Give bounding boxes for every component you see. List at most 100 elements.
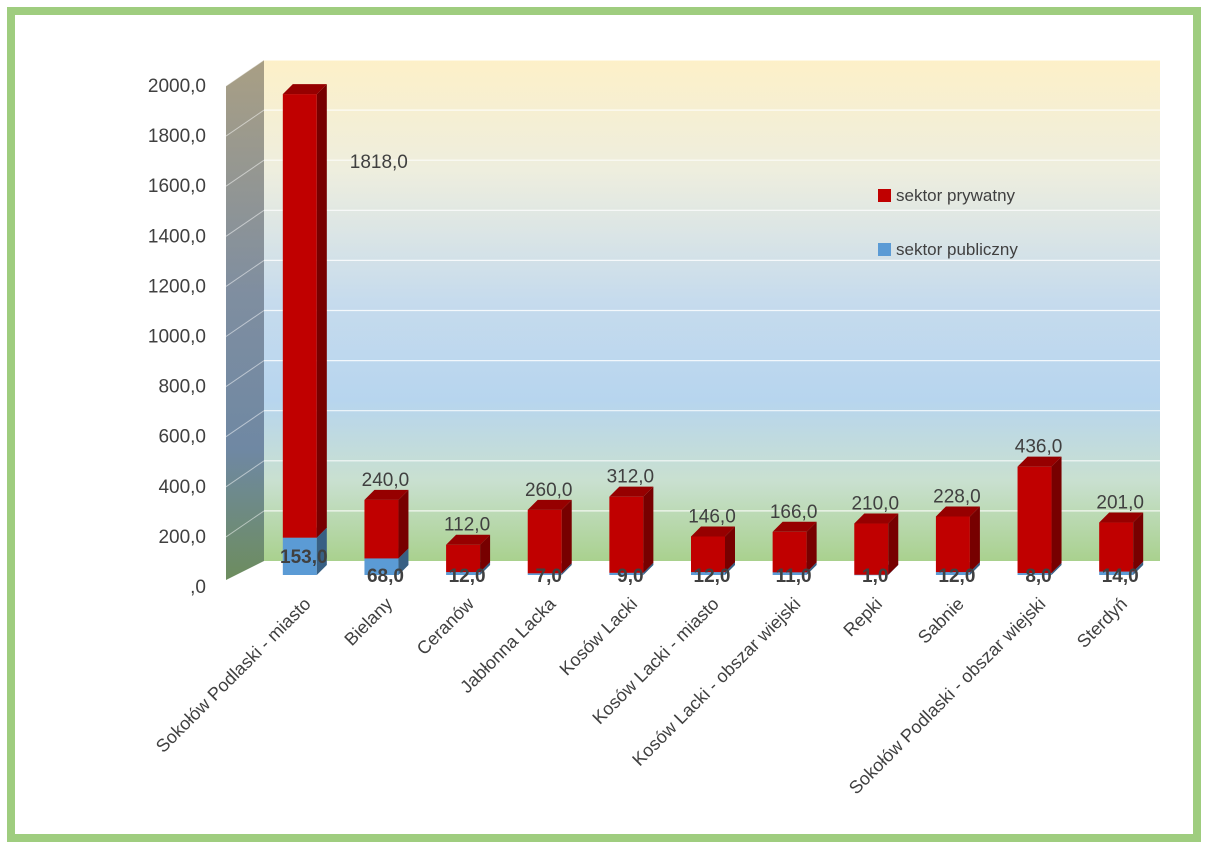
bar-sektor-prywatny-side bbox=[561, 499, 572, 574]
data-label-sektor-prywatny: 201,0 bbox=[1096, 493, 1144, 514]
bar-sektor-prywatny bbox=[527, 499, 572, 574]
data-label-sektor-prywatny: 146,0 bbox=[688, 506, 736, 527]
bar-sektor-publiczny-front bbox=[854, 574, 889, 576]
gridline-side bbox=[225, 510, 265, 538]
bar-sektor-publiczny-front bbox=[772, 572, 807, 575]
gridline-side bbox=[225, 209, 265, 237]
data-label-sektor-prywatny: 436,0 bbox=[1015, 437, 1063, 458]
legend-swatch bbox=[878, 189, 891, 202]
bar-sektor-prywatny bbox=[364, 489, 409, 559]
bar-sektor-prywatny-top bbox=[772, 521, 817, 532]
bar-sektor-prywatny bbox=[772, 521, 817, 573]
y-tick-label: 200,0 bbox=[158, 527, 206, 548]
bar-sektor-prywatny-side bbox=[398, 489, 409, 559]
y-tick-label: 600,0 bbox=[158, 427, 206, 448]
data-label-sektor-prywatny: 1818,0 bbox=[350, 152, 408, 173]
bar-sektor-prywatny-top bbox=[1017, 456, 1062, 467]
data-label-sektor-prywatny: 260,0 bbox=[525, 480, 573, 501]
bar-sektor-prywatny bbox=[609, 486, 654, 573]
data-label-sektor-prywatny: 240,0 bbox=[362, 470, 410, 491]
data-label-sektor-publiczny: 1,0 bbox=[862, 566, 888, 587]
gridline-side bbox=[225, 109, 265, 137]
data-label-sektor-publiczny: 8,0 bbox=[1025, 566, 1051, 587]
bar-sektor-prywatny-side bbox=[1133, 512, 1144, 572]
bar-sektor-prywatny-front bbox=[282, 94, 317, 538]
bar-sektor-prywatny-front bbox=[364, 499, 399, 559]
bar-sektor-prywatny-front bbox=[1017, 466, 1052, 574]
bar-sektor-publiczny-side bbox=[643, 562, 654, 575]
legend-label: sektor publiczny bbox=[896, 240, 1018, 259]
gridline-side bbox=[225, 259, 265, 287]
bar-sektor-prywatny-side bbox=[316, 84, 327, 538]
bar-sektor-prywatny-side bbox=[888, 513, 899, 575]
y-tick-label: 1600,0 bbox=[148, 176, 206, 197]
bar-sektor-publiczny-front bbox=[609, 572, 644, 575]
bar-sektor-prywatny-top bbox=[609, 486, 654, 497]
x-category-label: Kosów Lacki - obszar wiejski bbox=[628, 594, 804, 770]
bar-sektor-prywatny bbox=[1017, 456, 1062, 574]
data-label-sektor-publiczny: 14,0 bbox=[1102, 566, 1139, 587]
data-label-sektor-publiczny: 7,0 bbox=[536, 566, 562, 587]
bar-sektor-prywatny-top bbox=[854, 513, 899, 524]
data-label-sektor-publiczny: 11,0 bbox=[776, 566, 812, 587]
bar-sektor-publiczny-front bbox=[935, 572, 970, 575]
bar-sektor-prywatny-top bbox=[446, 534, 491, 545]
bar-sektor-prywatny-side bbox=[480, 534, 491, 573]
bar-sektor-prywatny-front bbox=[1099, 522, 1134, 572]
bar-sektor-prywatny-top bbox=[364, 489, 409, 500]
bar-sektor-prywatny bbox=[935, 506, 980, 573]
y-tick-label: 1400,0 bbox=[148, 226, 206, 247]
bar-sektor-prywatny-top bbox=[691, 526, 735, 537]
gridline-side bbox=[225, 460, 265, 488]
gridline-side bbox=[225, 159, 265, 187]
gridline-side bbox=[225, 59, 265, 87]
bar-sektor-publiczny-front bbox=[527, 573, 562, 575]
x-category-label: Bielany bbox=[340, 594, 396, 650]
data-label-sektor-prywatny: 312,0 bbox=[607, 467, 655, 488]
bar-sektor-prywatny bbox=[1099, 512, 1144, 572]
bar-sektor-prywatny-side bbox=[725, 526, 735, 573]
legend-swatch bbox=[878, 243, 891, 256]
legend-label: sektor prywatny bbox=[896, 186, 1016, 205]
bar-sektor-prywatny-front bbox=[609, 496, 644, 573]
bar-sektor-publiczny-side bbox=[725, 562, 735, 575]
bar-sektor-prywatny-front bbox=[446, 544, 481, 573]
bar-sektor-publiczny-side bbox=[398, 548, 409, 575]
y-tick-label: 1000,0 bbox=[148, 327, 206, 348]
data-label-sektor-publiczny: 12,0 bbox=[449, 566, 486, 587]
bar-sektor-publiczny-front bbox=[282, 537, 317, 575]
y-tick-label: 1200,0 bbox=[148, 276, 206, 297]
bar-sektor-prywatny bbox=[854, 513, 899, 575]
data-label-sektor-publiczny: 9,0 bbox=[617, 566, 643, 587]
x-category-label: Ceranów bbox=[413, 593, 479, 659]
bar-sektor-publiczny-front bbox=[1017, 573, 1052, 575]
bar-sektor-prywatny-side bbox=[969, 506, 980, 573]
bar-sektor-prywatny-side bbox=[1051, 456, 1062, 574]
gridline-side bbox=[225, 310, 265, 337]
bar-sektor-prywatny bbox=[691, 526, 735, 573]
data-label-sektor-prywatny: 210,0 bbox=[851, 494, 899, 515]
bar-sektor-publiczny-front bbox=[691, 572, 725, 575]
y-tick-label: 800,0 bbox=[158, 377, 206, 398]
bar-sektor-publiczny-front bbox=[446, 572, 481, 575]
bar-sektor-publiczny-side bbox=[969, 562, 980, 575]
data-label-sektor-prywatny: 166,0 bbox=[770, 502, 818, 523]
bar-sektor-prywatny-top bbox=[527, 499, 572, 510]
bar-sektor-publiczny-front bbox=[364, 558, 399, 575]
bar-sektor-publiczny-side bbox=[888, 564, 899, 575]
data-label-sektor-prywatny: 112,0 bbox=[444, 515, 490, 536]
y-tick-label: 2000,0 bbox=[148, 76, 206, 97]
bar-sektor-publiczny-side bbox=[480, 562, 491, 575]
data-label-sektor-publiczny: 153,0 bbox=[280, 547, 328, 568]
bar-sektor-prywatny-front bbox=[854, 523, 889, 575]
bar-sektor-prywatny bbox=[282, 84, 327, 538]
bar-sektor-publiczny-side bbox=[316, 527, 327, 575]
x-category-label: Sokołów Podlaski - miasto bbox=[152, 594, 315, 757]
bar-sektor-prywatny-front bbox=[935, 516, 970, 573]
bar-sektor-publiczny-side bbox=[1133, 561, 1144, 575]
data-label-sektor-publiczny: 12,0 bbox=[938, 566, 975, 587]
data-label-sektor-publiczny: 68,0 bbox=[367, 566, 404, 587]
y-tick-label: 1800,0 bbox=[148, 126, 206, 147]
x-category-label: Kosów Lacki bbox=[556, 594, 642, 680]
